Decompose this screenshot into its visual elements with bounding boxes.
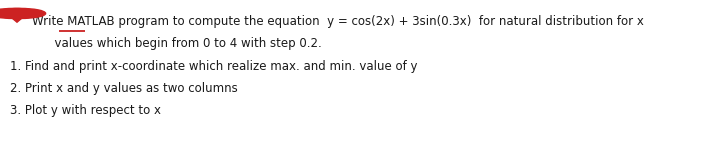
Text: Write MATLAB program to compute the equation  y = cos(2x) + 3sin(0.3x)  for natu: Write MATLAB program to compute the equa… (32, 15, 644, 28)
Text: values which begin from 0 to 4 with step 0.2.: values which begin from 0 to 4 with step… (32, 37, 322, 50)
Text: 3. Plot y with respect to x: 3. Plot y with respect to x (10, 104, 161, 117)
Circle shape (0, 8, 40, 18)
Circle shape (0, 8, 45, 18)
Text: 2. Print x and y values as two columns: 2. Print x and y values as two columns (10, 82, 238, 95)
Text: 1. Find and print x-coordinate which realize max. and min. value of y: 1. Find and print x-coordinate which rea… (10, 60, 418, 73)
Polygon shape (9, 16, 25, 22)
